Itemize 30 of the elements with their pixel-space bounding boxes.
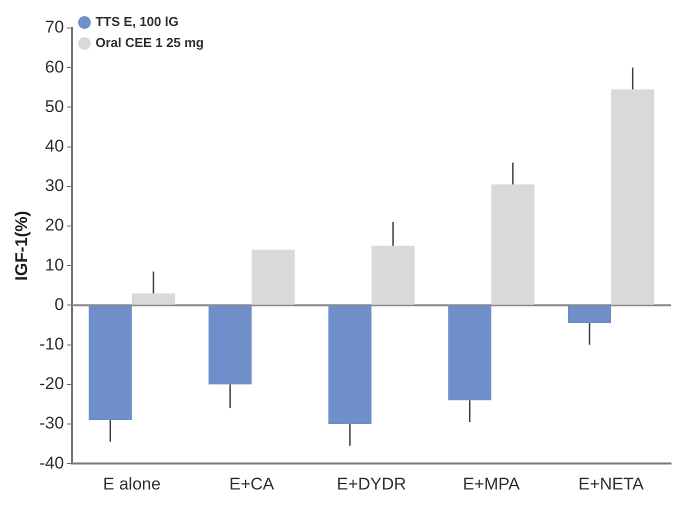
bar [371,246,415,305]
x-tick-label: E+DYDR [336,474,406,494]
y-tick-label: 40 [45,136,64,156]
x-tick-label: E+MPA [462,474,520,494]
y-tick-label: 50 [45,96,64,116]
y-tick-label: 0 [54,294,64,314]
legend-label: TTS E, 100 lG [95,14,179,30]
x-tick-label: E+CA [229,474,275,494]
y-axis-title: IGF-1(%) [12,210,31,281]
bar [132,293,176,305]
bar [448,306,492,400]
y-tick-label: -10 [39,334,64,354]
y-tick-label: -40 [39,453,64,472]
y-tick-label: 10 [45,255,64,274]
y-tick-label: -20 [39,374,64,394]
bar [208,306,252,384]
bar [252,250,295,305]
bar [568,306,612,324]
bar [491,184,534,305]
y-tick-label: 20 [45,216,64,235]
x-tick-label: E+NETA [578,474,644,494]
bar [328,306,372,424]
y-tick-label: 60 [45,57,64,76]
x-tick-label: E alone [103,474,161,494]
bar [611,89,654,305]
y-tick-label: 30 [45,176,64,196]
y-tick-label: 70 [45,18,64,37]
bar [88,306,132,420]
y-tick-label: -30 [39,414,64,433]
legend-label: Oral CEE 1 25 mg [95,35,204,50]
